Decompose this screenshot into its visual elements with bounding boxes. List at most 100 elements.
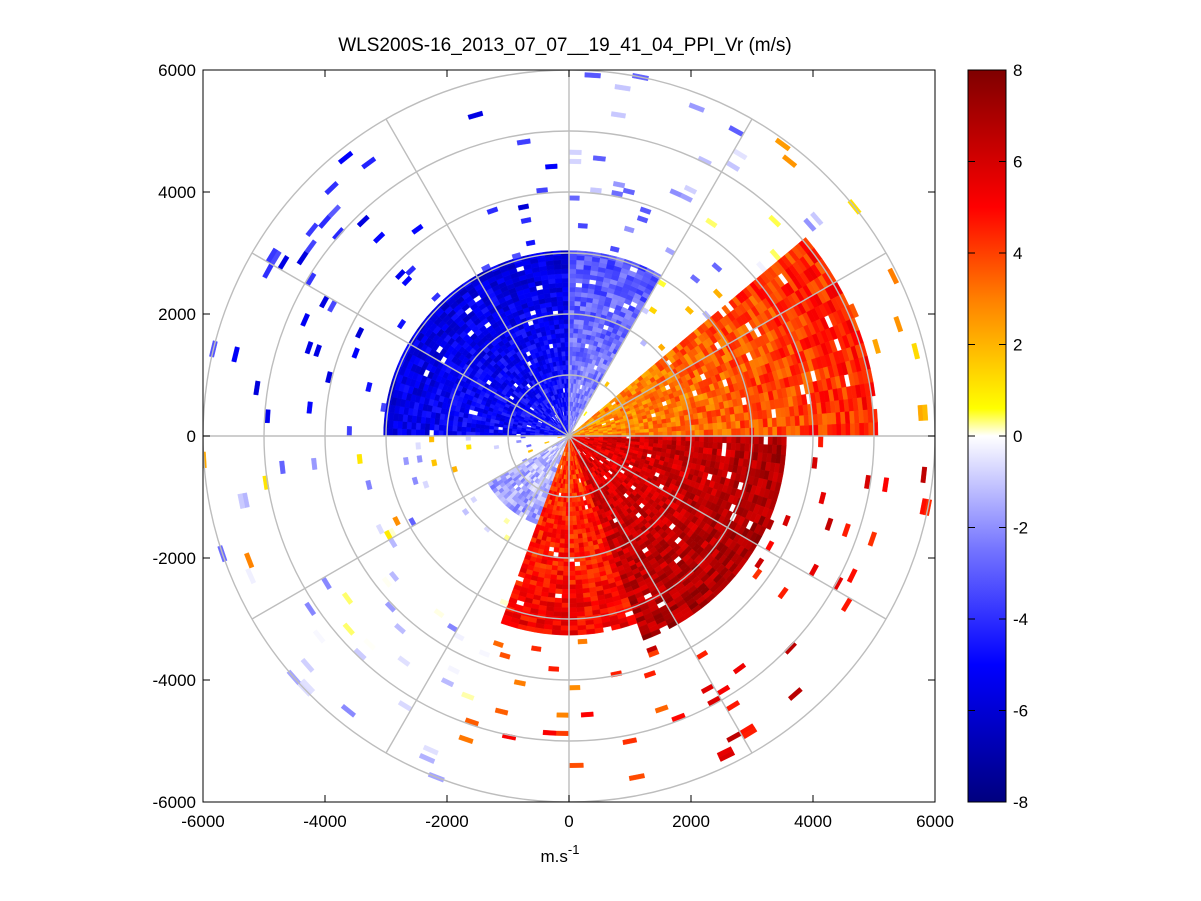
velocity-cell: [568, 762, 584, 769]
velocity-cell: [766, 409, 773, 419]
velocity-cell: [680, 435, 687, 442]
velocity-cell: [516, 439, 522, 444]
velocity-cell: [758, 435, 764, 445]
velocity-cell: [758, 444, 764, 454]
velocity-cell: [685, 430, 691, 437]
velocity-cell: [716, 448, 723, 457]
velocity-cell: [771, 444, 778, 455]
velocity-cell: [799, 415, 805, 427]
velocity-cell: [406, 428, 412, 437]
velocity-cell: [438, 424, 444, 431]
velocity-cell: [604, 381, 610, 388]
velocity-cell: [740, 428, 746, 437]
velocity-cell: [556, 712, 570, 718]
velocity-cell: [676, 425, 682, 432]
velocity-cell: [648, 306, 658, 315]
velocity-cell: [555, 730, 570, 737]
velocity-cell: [776, 417, 782, 428]
velocity-cell: [461, 426, 467, 432]
velocity-cell: [726, 428, 732, 437]
velocity-cell: [680, 420, 686, 427]
velocity-cell: [560, 529, 566, 535]
velocity-cell: [712, 422, 718, 430]
velocity-cell: [401, 421, 408, 430]
velocity-cell: [549, 578, 557, 585]
velocity-cell: [657, 423, 663, 429]
velocity-cell: [571, 501, 576, 508]
velocity-cell: [555, 579, 563, 585]
velocity-cell: [694, 430, 700, 437]
velocity-cell: [576, 528, 583, 535]
velocity-cell: [685, 435, 691, 442]
velocity-cell: [827, 424, 833, 437]
velocity-cell: [466, 444, 472, 450]
velocity-cell: [781, 154, 798, 169]
velocity-cell: [466, 422, 472, 428]
velocity-cell: [693, 418, 700, 426]
velocity-cell: [568, 561, 575, 567]
velocity-cell: [680, 430, 687, 437]
velocity-cell: [680, 445, 686, 452]
velocity-cell: [554, 542, 560, 549]
velocity-cell: [920, 466, 928, 484]
velocity-cell: [551, 629, 561, 636]
velocity-cell: [671, 431, 677, 437]
chart-title: WLS200S-16_2013_07_07__19_41_04_PPI_Vr (…: [338, 35, 792, 56]
velocity-cell: [698, 447, 704, 454]
velocity-cell: [580, 711, 594, 718]
velocity-cell: [470, 427, 476, 433]
velocity-cell: [744, 443, 750, 453]
velocity-cell: [790, 425, 796, 437]
velocity-cell: [568, 589, 577, 595]
velocity-cell: [561, 515, 566, 521]
velocity-cell: [676, 430, 682, 437]
velocity-cell: [576, 259, 585, 266]
velocity-cell: [740, 435, 746, 444]
velocity-cell: [438, 418, 445, 426]
velocity-cell: [767, 417, 773, 428]
velocity-cell: [410, 428, 416, 437]
velocity-cell: [568, 570, 576, 576]
velocity-cell: [762, 418, 769, 428]
velocity-cell: [830, 412, 837, 425]
velocity-cell: [581, 578, 589, 585]
velocity-cell: [576, 602, 585, 608]
velocity-cell: [698, 418, 704, 425]
velocity-cell: [836, 423, 842, 437]
velocity-cell: [671, 440, 677, 446]
velocity-cell: [447, 425, 453, 432]
velocity-cell: [392, 420, 399, 429]
velocity-cell: [717, 422, 723, 430]
velocity-cell: [582, 592, 591, 599]
velocity-cell: [744, 435, 751, 445]
velocity-cell: [573, 332, 579, 339]
velocity-cell: [451, 430, 458, 437]
velocity-cell: [574, 570, 582, 576]
velocity-cell: [573, 323, 580, 329]
velocity-cell: [622, 187, 636, 196]
velocity-cell: [568, 607, 577, 613]
velocity-cell: [572, 337, 578, 343]
velocity-cell: [735, 443, 741, 452]
velocity-cell: [563, 561, 570, 567]
velocity-cell: [699, 429, 705, 437]
velocity-cell: [574, 565, 582, 572]
velocity-cell: [763, 427, 769, 437]
velocity-cell: [712, 429, 719, 437]
velocity-cell: [780, 445, 787, 456]
velocity-cell: [754, 435, 760, 445]
velocity-cell: [666, 426, 673, 432]
velocity-cell: [657, 427, 664, 433]
velocity-cell: [679, 193, 693, 203]
velocity-cell: [630, 429, 636, 434]
velocity-cell: [789, 415, 796, 427]
velocity-cell: [726, 435, 732, 444]
velocity-cell: [568, 195, 580, 201]
velocity-cell: [560, 611, 570, 618]
velocity-cell: [583, 411, 588, 417]
velocity-cell: [410, 421, 417, 430]
velocity-cell: [568, 273, 577, 279]
velocity-cell: [768, 214, 782, 228]
velocity-cell: [735, 428, 741, 437]
velocity-cell: [568, 579, 576, 586]
